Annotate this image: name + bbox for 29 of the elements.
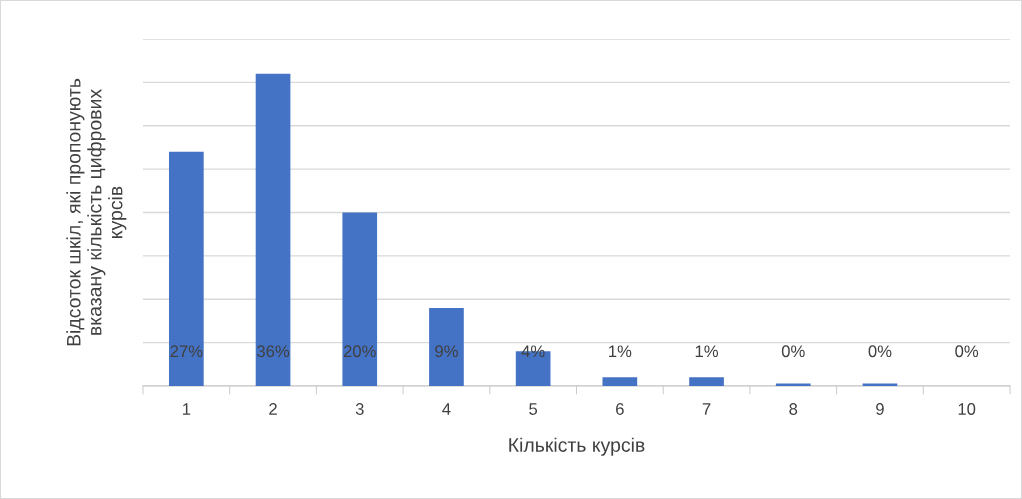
x-tick-label: 5	[529, 403, 538, 415]
x-tick-label: 2	[269, 403, 277, 415]
bar	[429, 307, 464, 386]
data-label: 20%	[343, 345, 376, 358]
data-label: 1%	[609, 345, 632, 358]
bar	[689, 377, 724, 386]
x-tick-label: 1	[182, 403, 191, 415]
x-tick-label: 9	[876, 403, 884, 415]
x-tick-label: 6	[616, 403, 624, 415]
data-label: 1%	[695, 345, 718, 358]
x-tick-label: 3	[355, 403, 364, 415]
bar	[169, 151, 204, 386]
bar	[862, 383, 898, 386]
data-label: 0%	[781, 345, 805, 358]
x-tick-label: 4	[442, 403, 451, 415]
x-tick-label: 7	[702, 403, 711, 415]
x-tick-label: 8	[789, 403, 798, 415]
data-label: 36%	[257, 345, 290, 358]
x-tick-label: 10	[958, 403, 976, 415]
x-axis-title: Кількість курсів	[509, 437, 645, 456]
data-label: 0%	[955, 345, 979, 358]
data-label: 0%	[868, 345, 892, 358]
bar	[255, 73, 291, 386]
bar	[775, 383, 811, 386]
bar	[602, 377, 638, 386]
bar	[342, 212, 378, 386]
y-axis-title: Відсоток шкіл, які пропонують вказану кількість цифрових курсів	[66, 78, 127, 346]
data-label: 9%	[435, 345, 458, 358]
data-label: 27%	[170, 345, 203, 358]
